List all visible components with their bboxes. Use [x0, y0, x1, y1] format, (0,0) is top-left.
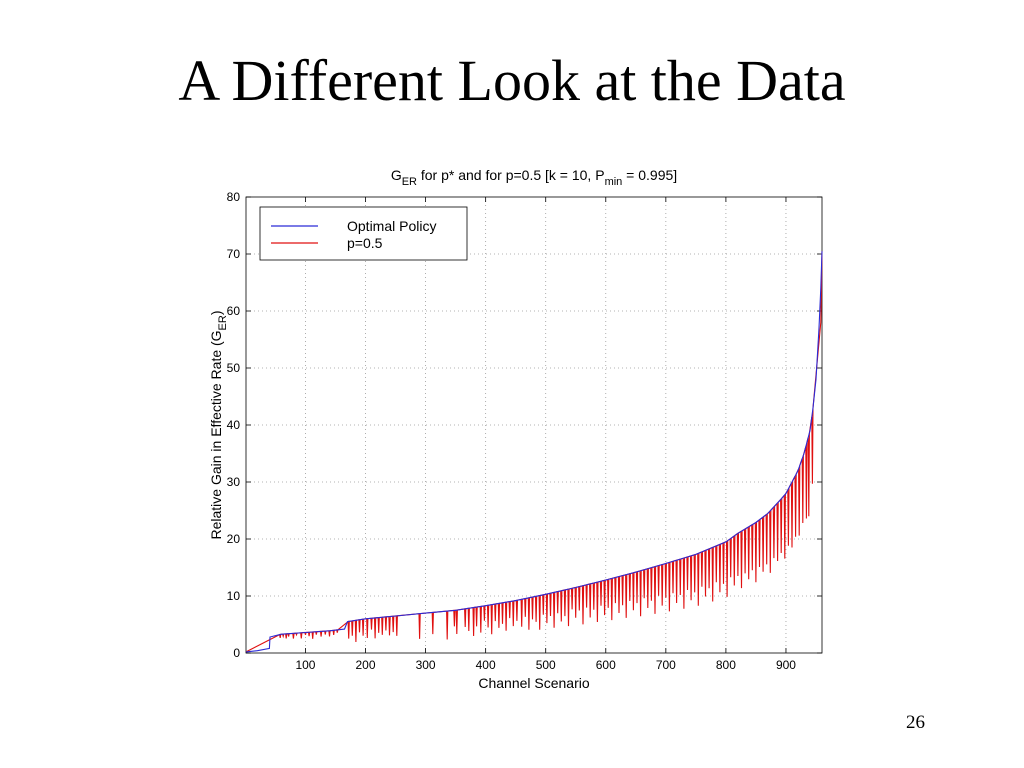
x-tick-label: 200	[356, 658, 376, 672]
legend: Optimal Policy p=0.5	[259, 206, 468, 261]
grid	[246, 197, 822, 653]
x-tick-label: 900	[776, 658, 796, 672]
series-line-optimal-policy	[245, 251, 823, 653]
slide-title: A Different Look at the Data	[178, 48, 846, 113]
y-tick-label: 0	[233, 646, 240, 660]
x-tick-label: 700	[656, 658, 676, 672]
series-group	[245, 251, 823, 653]
chart-title: GER for p* and for p=0.5 [k = 10, Pmin =…	[391, 167, 677, 188]
x-tick-label: 500	[536, 658, 556, 672]
y-tick-label: 70	[227, 247, 241, 261]
legend-label-p05: p=0.5	[347, 235, 383, 251]
y-tick-label: 80	[227, 190, 241, 204]
x-axis-label: Channel Scenario	[478, 675, 590, 691]
y-tick-label: 30	[227, 475, 241, 489]
x-tick-label: 800	[716, 658, 736, 672]
y-tick-label: 10	[227, 589, 241, 603]
x-tick-label: 300	[416, 658, 436, 672]
y-tick-label: 40	[227, 418, 241, 432]
x-tick-label: 600	[596, 658, 616, 672]
y-tick-label: 50	[227, 361, 241, 375]
legend-label-optimal-policy: Optimal Policy	[347, 218, 436, 234]
x-tick-label: 400	[476, 658, 496, 672]
axis-ticks: 100 200 300 400 500 600 700 800 900 0 10 20 30 40 50 60…	[227, 190, 822, 672]
y-tick-label: 20	[227, 532, 241, 546]
legend-box	[259, 206, 468, 261]
x-tick-label: 100	[295, 658, 315, 672]
page-number: 26	[906, 712, 925, 733]
y-tick-label: 60	[227, 304, 241, 318]
y-axis-label: Relative Gain in Effective Rate (GER)	[208, 310, 229, 539]
